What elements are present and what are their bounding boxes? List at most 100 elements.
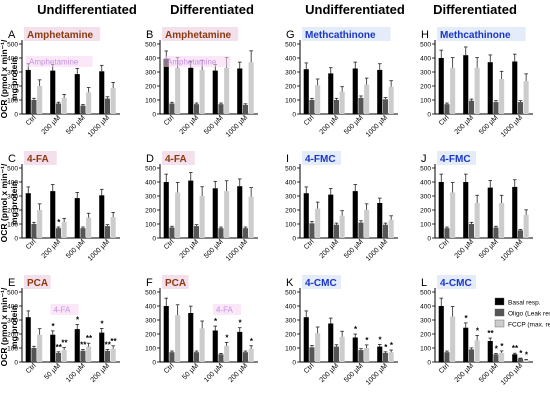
bar-basal (74, 74, 80, 114)
overlay-label-box (213, 304, 241, 315)
panel-g: G Methcathinone 0 100 200 300 400 500 Ctrl 200 µM… (285, 27, 398, 139)
bar-fccp (199, 69, 205, 114)
significance-star: * (76, 315, 80, 324)
y-tick-label: 100 (420, 98, 431, 105)
drug-label: Methcathinone (440, 30, 511, 41)
bar-basal (487, 187, 493, 238)
drug-label-box (437, 275, 476, 289)
bar-basal (463, 182, 469, 238)
y-tick-label: 0 (14, 236, 18, 243)
drug-label: Amphetamine (27, 30, 94, 41)
bar-oligo (80, 105, 86, 114)
y-tick-label: 500 (145, 290, 156, 297)
x-tick-label: 1000 µM (365, 238, 389, 262)
x-tick-label: 200 µM (228, 362, 250, 384)
bar-fccp (523, 81, 529, 114)
bar-oligo (55, 103, 61, 114)
panel-letter: J (421, 153, 427, 165)
y-tick-label: 400 (145, 56, 156, 63)
bar-basal (99, 71, 105, 114)
y-tick-label: 0 (14, 360, 18, 367)
significance-star: * (464, 314, 468, 323)
bar-basal (188, 180, 194, 238)
bar-fccp (37, 86, 43, 114)
bar-basal (237, 68, 243, 114)
panel-k: K 4-CMC 0 100 200 300 400 500 Ctrl 200 µM 500 µM 10… (285, 275, 398, 387)
bar-basal (25, 69, 31, 114)
bar-basal (512, 354, 518, 362)
significance-star: ** (512, 344, 519, 353)
significance-star: ** (105, 340, 112, 349)
bar-oligo (80, 350, 86, 362)
bar-basal (352, 191, 358, 238)
x-tick-label: 1000 µM (87, 114, 111, 138)
bar-oligo (31, 224, 37, 238)
bar-fccp (474, 340, 480, 362)
x-tick-label: 200 µM (41, 238, 63, 260)
significance-star: * (500, 342, 504, 351)
y-axis-label: OCR (pmol x min⁻¹/mg protein (0, 163, 19, 242)
significance-star: ** (80, 340, 87, 349)
bar-basal (50, 70, 56, 114)
x-tick-label: 100 µM (203, 362, 225, 384)
x-tick-label: 500 µM (343, 238, 365, 260)
bar-oligo (218, 354, 224, 362)
bar-fccp (224, 191, 230, 238)
bar-basal (463, 327, 469, 362)
bar-fccp (110, 88, 116, 114)
bar-oligo (31, 348, 37, 362)
bar-basal (237, 331, 243, 362)
x-tick-label: 1000 µM (500, 362, 524, 386)
bar-oligo (517, 102, 523, 114)
bar-basal (99, 195, 105, 238)
bar-fccp (110, 217, 116, 238)
panel-letter: G (286, 29, 295, 41)
significance-star: ** (86, 334, 93, 343)
bar-fccp (364, 348, 370, 362)
bar-oligo (468, 100, 474, 114)
x-tick-label: 500 µM (203, 238, 225, 260)
y-tick-label: 300 (145, 70, 156, 77)
bar-basal (512, 61, 518, 114)
y-tick-label: 0 (152, 236, 156, 243)
bar-basal (463, 55, 469, 114)
drug-label-box (24, 151, 57, 165)
drug-label-box (302, 151, 341, 165)
significance-star: * (225, 333, 229, 342)
panel-a: A Amphetamine 0 100 200 300 400 500 Ctrl 200 µM 50… (7, 27, 120, 139)
significance-star: * (525, 350, 529, 359)
panel-h: H Methcathinone 0 100 200 300 400 500 Ctrl 200 µM… (420, 27, 533, 139)
significance-star: * (51, 322, 55, 331)
bar-fccp (364, 210, 370, 238)
panel-letter: B (146, 29, 153, 41)
bar-basal (74, 329, 80, 362)
bar-oligo (169, 227, 175, 238)
overlay-label-box (26, 56, 93, 67)
y-tick-label: 300 (7, 70, 18, 77)
x-tick-label: 200 µM (454, 362, 476, 384)
bar-basal (50, 334, 56, 362)
overlay-label-box (50, 304, 79, 315)
x-tick-label: 1000 µM (87, 238, 111, 262)
bar-oligo (193, 104, 199, 114)
x-tick-label: Ctrl (163, 238, 176, 251)
y-tick-label: 300 (285, 70, 296, 77)
y-axis-label: OCR (pmol x min⁻¹/mg protein (0, 39, 19, 118)
bar-fccp (37, 334, 43, 362)
bar-oligo (333, 100, 339, 114)
y-tick-label: 300 (420, 194, 431, 201)
bar-fccp (37, 210, 43, 238)
significance-star: * (57, 218, 61, 227)
y-tick-label: 100 (145, 98, 156, 105)
bar-fccp (86, 217, 92, 238)
bar-fccp (86, 346, 92, 362)
x-tick-label: Ctrl (163, 114, 176, 127)
panel-letter: H (421, 29, 429, 41)
legend-label: FCCP (max. resp.) (508, 322, 550, 329)
overlay-label-box (164, 56, 231, 67)
bar-oligo (309, 347, 315, 362)
significance-star: * (495, 344, 499, 353)
drug-label: 4-CMC (440, 278, 472, 289)
y-tick-label: 300 (7, 318, 18, 325)
significance-star: * (384, 343, 388, 352)
